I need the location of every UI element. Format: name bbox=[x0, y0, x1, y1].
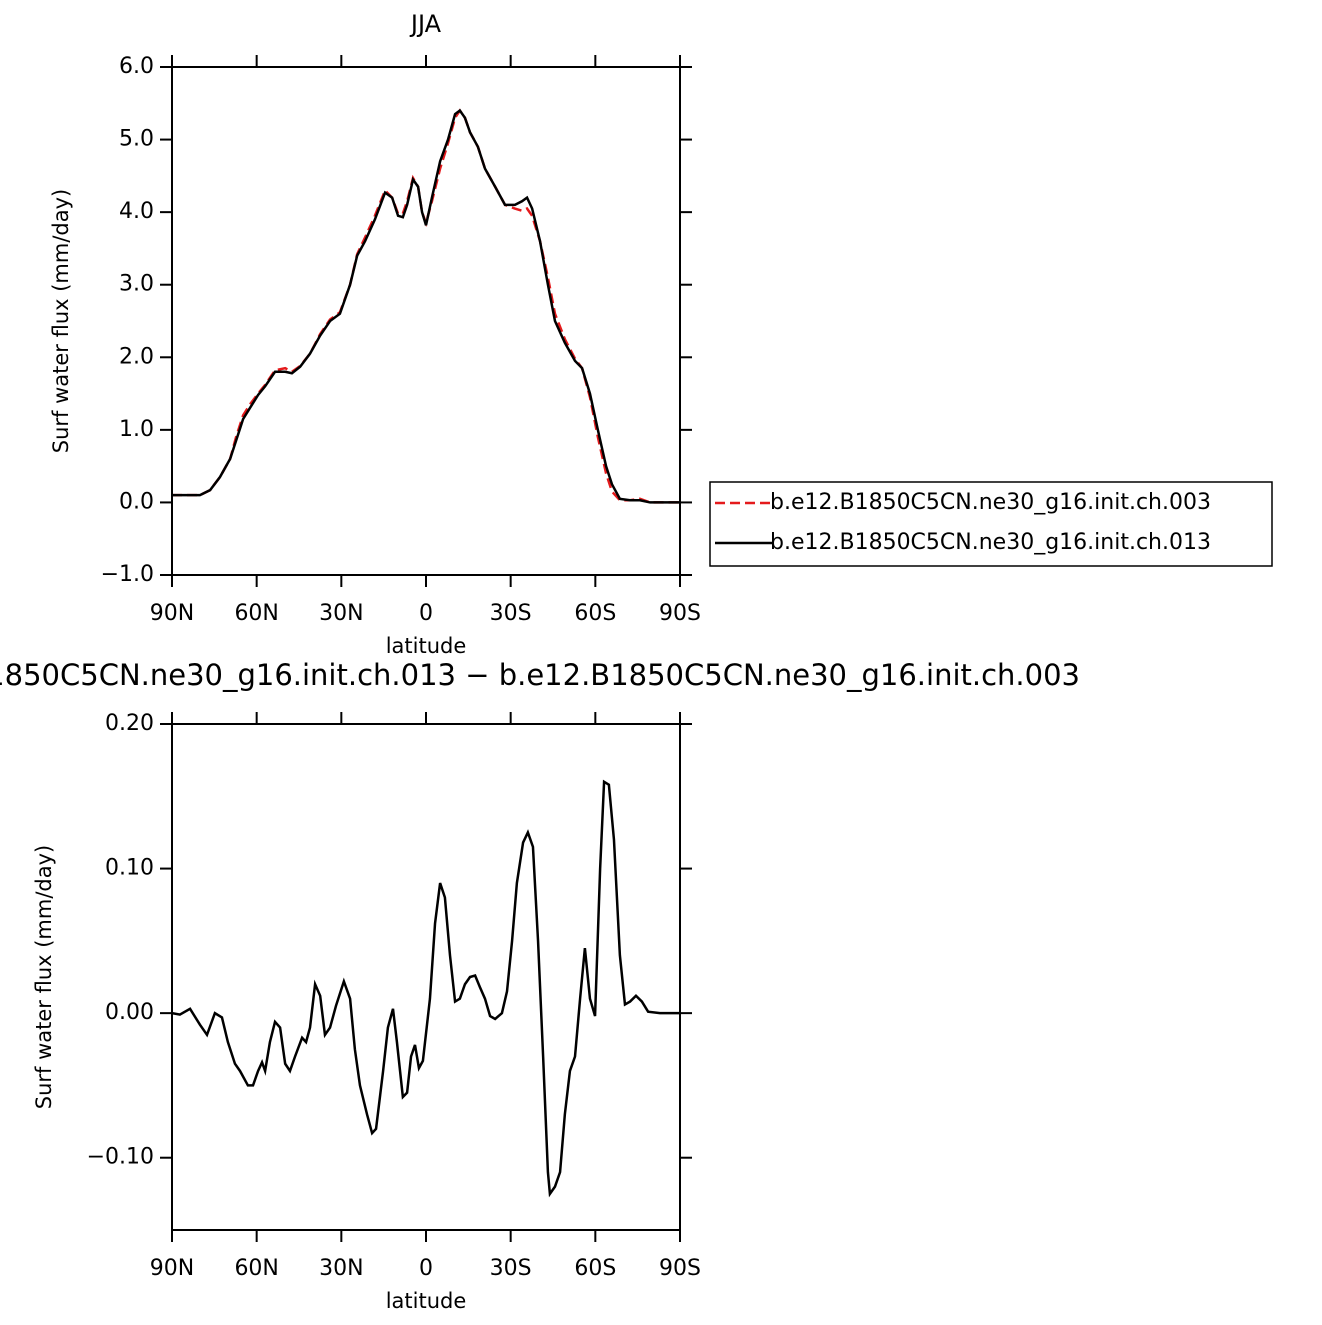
data-line bbox=[171, 779, 680, 1198]
x-tick-label: 30N bbox=[319, 601, 363, 626]
y-tick-label: 0.10 bbox=[105, 856, 154, 881]
x-tick-label: 60N bbox=[234, 601, 278, 626]
x-axis-title: latitude bbox=[386, 634, 467, 658]
y-tick-label: 0.0 bbox=[119, 489, 154, 514]
legend-box bbox=[709, 481, 1273, 567]
y-axis-title: Surf water flux (mm/day) bbox=[32, 845, 56, 1110]
plot-frame bbox=[171, 723, 681, 1231]
plot-frame bbox=[171, 66, 681, 576]
x-tick-label: 0 bbox=[419, 601, 433, 626]
x-tick-label: 90N bbox=[150, 601, 194, 626]
x-tick-label: 90N bbox=[150, 1256, 194, 1281]
x-tick-label: 90S bbox=[659, 1256, 701, 1281]
data-line bbox=[172, 108, 680, 504]
y-tick-label: 1.0 bbox=[119, 417, 154, 442]
y-tick-label: 0.00 bbox=[105, 1000, 154, 1025]
y-tick-label: 4.0 bbox=[119, 199, 154, 224]
y-tick-label: 5.0 bbox=[119, 127, 154, 152]
chart-title: b.e12.B1850C5CN.ne30_g16.init.ch.013 − b… bbox=[0, 658, 1080, 692]
chart-title: JJA bbox=[409, 10, 442, 38]
x-tick-label: 30S bbox=[490, 1256, 532, 1281]
x-tick-label: 60S bbox=[574, 601, 616, 626]
y-tick-label: 6.0 bbox=[119, 54, 154, 79]
x-axis-title: latitude bbox=[386, 1289, 467, 1313]
x-tick-label: 0 bbox=[419, 1256, 433, 1281]
x-tick-label: 60S bbox=[574, 1256, 616, 1281]
x-tick-label: 30S bbox=[490, 601, 532, 626]
y-tick-label: −0.10 bbox=[87, 1145, 154, 1170]
y-tick-label: 3.0 bbox=[119, 272, 154, 297]
legend-label: b.e12.B1850C5CN.ne30_g16.init.ch.013 bbox=[770, 530, 1211, 555]
x-tick-label: 90S bbox=[659, 601, 701, 626]
y-tick-label: −1.0 bbox=[101, 562, 154, 587]
data-line bbox=[172, 108, 680, 504]
y-tick-label: 0.20 bbox=[105, 711, 154, 736]
y-tick-label: 2.0 bbox=[119, 344, 154, 369]
legend-label: b.e12.B1850C5CN.ne30_g16.init.ch.003 bbox=[770, 490, 1211, 515]
x-tick-label: 60N bbox=[234, 1256, 278, 1281]
y-axis-title: Surf water flux (mm/day) bbox=[49, 189, 73, 454]
x-tick-label: 30N bbox=[319, 1256, 363, 1281]
